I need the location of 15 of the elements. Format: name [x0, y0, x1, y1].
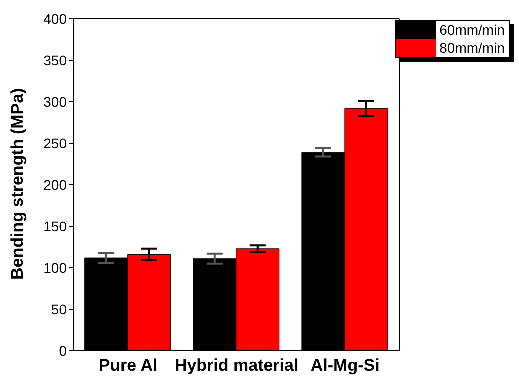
y-tick-label: 250 — [44, 135, 68, 152]
y-tick-label: 0 — [59, 342, 68, 359]
x-tick-label: Pure Al — [98, 356, 158, 376]
y-tick-label: 200 — [44, 176, 68, 193]
y-tick-label: 100 — [44, 260, 68, 276]
legend-label: 60mm/min — [440, 22, 506, 38]
x-tick-label: Al-Mg-Si — [310, 356, 380, 376]
y-tick-label: 350 — [44, 52, 68, 68]
y-axis-title: Bending strength (MPa) — [8, 88, 28, 280]
y-tick-label: 50 — [51, 301, 68, 318]
y-tick-label: 300 — [44, 94, 68, 110]
x-tick-label: Hybrid material — [174, 356, 299, 376]
y-tick-label: 400 — [44, 10, 68, 27]
legend-label: 80mm/min — [440, 40, 506, 56]
y-tick-label: 150 — [44, 218, 68, 234]
